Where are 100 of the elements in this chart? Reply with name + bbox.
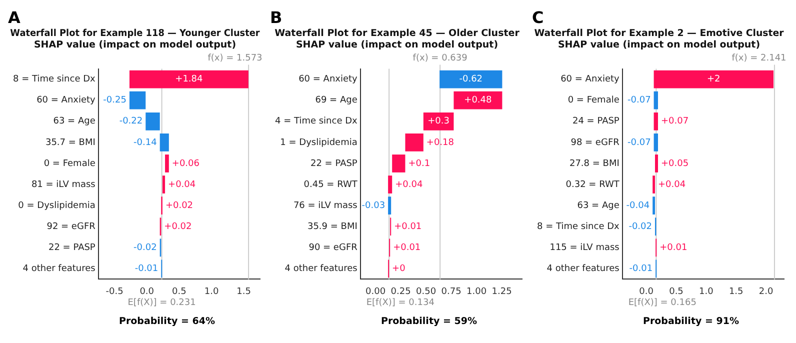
chart-title: Waterfall Plot for Example 118 — Younger Cluster <box>10 28 260 40</box>
data-label: +0.02 <box>164 222 192 232</box>
ref-line-label: f(x) = 0.639 <box>412 54 468 64</box>
chart-subtitle: SHAP value (impact on model output) <box>296 40 498 51</box>
data-label: -0.22 <box>119 116 143 127</box>
bar <box>129 91 146 110</box>
y-tick-label: 0 = Female <box>44 158 96 169</box>
data-label: -0.02 <box>628 222 652 232</box>
x-tick-label: 0.25 <box>390 286 411 297</box>
data-label: -0.01 <box>629 264 653 274</box>
data-label: -0.07 <box>628 96 651 106</box>
ref-line-label: f(x) = 2.141 <box>732 54 786 64</box>
y-tick-label: 98 = eGFR <box>570 138 620 148</box>
y-tick-label: 0 = Female <box>568 96 620 106</box>
y-tick-label: 35.7 = BMI <box>45 138 96 148</box>
y-tick-label: 69 = Age <box>315 96 358 106</box>
y-tick-label: 60 = Anxiety <box>36 96 96 106</box>
bar <box>162 176 166 194</box>
bar <box>405 134 424 152</box>
y-tick-label: 1 = Dyslipidemia <box>280 138 358 148</box>
x-tick-label: 2.0 <box>758 286 774 297</box>
x-tick-label: 0.0 <box>140 286 154 297</box>
bar <box>654 70 774 88</box>
bar <box>654 134 658 152</box>
y-tick-label: 76 = iLV mass <box>293 200 358 211</box>
data-label: -0.01 <box>134 264 158 274</box>
data-label: -0.25 <box>103 96 126 106</box>
x-tick-label: 0.75 <box>441 286 462 297</box>
x-tick-label: 1.0 <box>699 286 714 297</box>
text: C <box>532 8 544 27</box>
data-label: -0.04 <box>626 200 650 211</box>
y-tick-label: 60 = Anxiety <box>298 74 358 85</box>
x-tick-label: 1.5 <box>728 286 744 297</box>
x-tick-label: 1.00 <box>466 286 487 297</box>
x-tick-label: -0.5 <box>106 286 124 297</box>
bar <box>165 154 169 172</box>
chart-title: Waterfall Plot for Example 2 — Emotive Cluster <box>534 28 784 40</box>
x-tick-label: 0.5 <box>172 286 186 297</box>
y-tick-label: 60 = Anxiety <box>560 74 620 85</box>
y-tick-label: 81 = iLV mass <box>31 180 96 190</box>
y-tick-label: 22 = PASP <box>48 242 96 253</box>
y-tick-label: 0 = Dyslipidemia <box>18 200 96 211</box>
bar <box>129 70 248 88</box>
y-tick-label: 4 other features <box>284 264 358 274</box>
data-label: +1.84 <box>175 74 204 85</box>
bar <box>654 154 658 172</box>
data-label: -0.14 <box>134 138 158 148</box>
data-label: +0.01 <box>393 242 421 253</box>
x-tick-label: 0.5 <box>669 286 684 297</box>
x-tick-label: 0.0 <box>639 286 654 297</box>
x-tick-label: 0.00 <box>366 286 386 297</box>
data-label: +0.04 <box>658 180 686 190</box>
data-label: +0.02 <box>165 200 194 211</box>
y-tick-label: 8 = Time since Dx <box>536 222 620 232</box>
y-tick-label: 90 = eGFR <box>308 242 358 253</box>
bar <box>146 112 160 130</box>
text: Probability = 64% <box>118 316 216 327</box>
bar <box>654 91 658 110</box>
data-label: -0.03 <box>362 200 386 211</box>
x-tick-label: 0.50 <box>416 286 436 297</box>
data-label: +2 <box>707 74 720 85</box>
y-tick-label: 92 = eGFR <box>46 222 96 232</box>
bar <box>440 70 502 88</box>
chart-subtitle: SHAP value (impact on model output) <box>558 40 760 51</box>
bar <box>160 134 169 152</box>
data-label: -0.02 <box>134 242 157 253</box>
ref-line-label: E[f(X)] = 0.231 <box>128 298 196 308</box>
data-label: -0.62 <box>459 74 483 85</box>
y-tick-label: 27.8 = BMI <box>569 158 620 169</box>
data-label: +0.48 <box>464 96 492 106</box>
data-label: +0.07 <box>660 116 689 127</box>
data-label: +0.3 <box>428 116 450 127</box>
x-tick-label: 1.5 <box>236 286 251 297</box>
text: A <box>8 8 20 27</box>
data-label: +0 <box>392 264 406 274</box>
text: Probability = 59% <box>380 316 478 327</box>
text: Probability = 91% <box>642 316 740 327</box>
y-tick-label: 0.45 = RWT <box>304 180 358 190</box>
y-tick-label: 4 = Time since Dx <box>274 116 358 127</box>
bar <box>654 112 658 130</box>
ref-line-label: E[f(X)] = 0.165 <box>628 298 696 308</box>
y-tick-label: 4 other features <box>546 264 620 274</box>
data-label: -0.07 <box>628 138 651 148</box>
chart-subtitle: SHAP value (impact on model output) <box>34 40 236 51</box>
y-tick-label: 22 = PASP <box>310 158 358 169</box>
y-tick-label: 115 = iLV mass <box>550 242 620 253</box>
y-tick-label: 4 other features <box>22 264 96 274</box>
y-tick-label: 63 = Age <box>577 200 620 211</box>
x-tick-label: 1.0 <box>204 286 219 297</box>
bar <box>423 112 454 130</box>
y-tick-label: 0.32 = RWT <box>566 180 620 190</box>
chart-title: Waterfall Plot for Example 45 — Older Cluster <box>274 28 520 40</box>
bar <box>392 154 406 172</box>
bar <box>388 196 392 214</box>
y-tick-label: 8 = Time since Dx <box>12 74 96 85</box>
data-label: +0.06 <box>172 158 200 169</box>
y-tick-label: 63 = Age <box>53 116 96 127</box>
ref-line-label: E[f(X)] = 0.134 <box>366 298 435 308</box>
bar <box>454 91 502 110</box>
data-label: +0.04 <box>168 180 196 190</box>
